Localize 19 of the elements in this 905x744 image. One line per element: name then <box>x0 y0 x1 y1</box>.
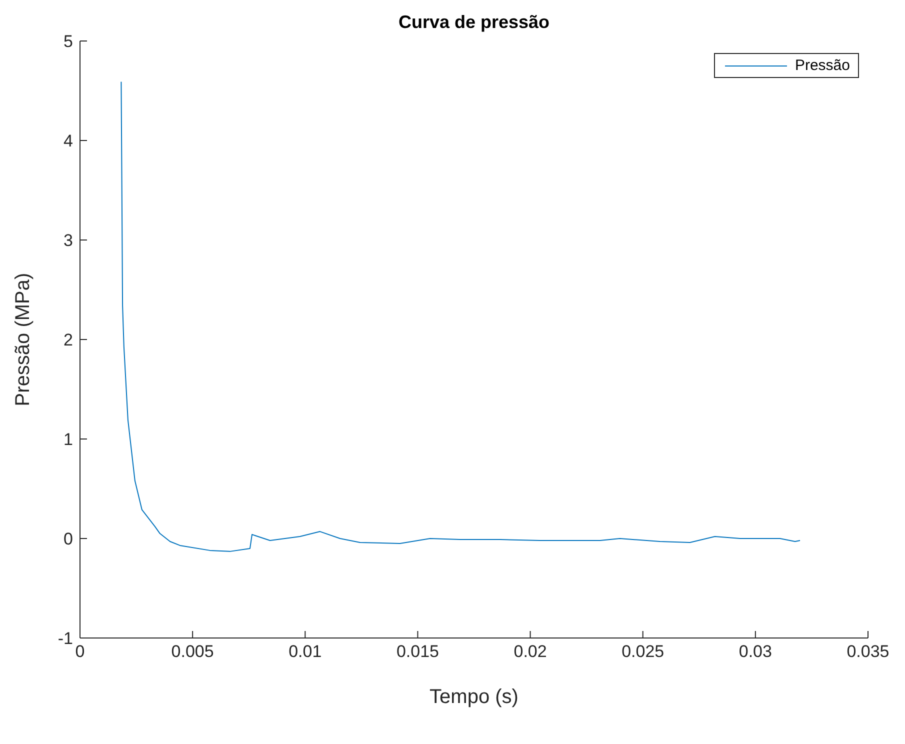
line-series <box>120 81 801 552</box>
y-tick-label: 1 <box>64 430 73 450</box>
y-tick-label: 2 <box>64 330 73 350</box>
x-tick-label: 0.025 <box>622 642 664 662</box>
y-tick-label: 5 <box>64 32 73 52</box>
x-tick-label: 0.01 <box>288 642 322 662</box>
x-tick-label: 0.005 <box>171 642 214 662</box>
y-tick-label: 4 <box>64 132 73 151</box>
x-tick-label: 0.035 <box>846 642 890 662</box>
y-axis-title: Pressão (MPa) <box>12 272 34 406</box>
y-tick-label: 0 <box>64 530 73 549</box>
x-tick-label: 0.03 <box>738 642 772 662</box>
y-tick-label: 3 <box>64 231 73 250</box>
x-tick-label: 0.015 <box>396 642 439 662</box>
y-tick-label: -1 <box>58 629 73 648</box>
chart-title: Curva de pressão <box>397 12 551 33</box>
x-axis-title: Tempo (s) <box>430 686 518 708</box>
legend-label: Pressão <box>794 57 850 74</box>
x-tick-label: 0.02 <box>514 642 547 662</box>
